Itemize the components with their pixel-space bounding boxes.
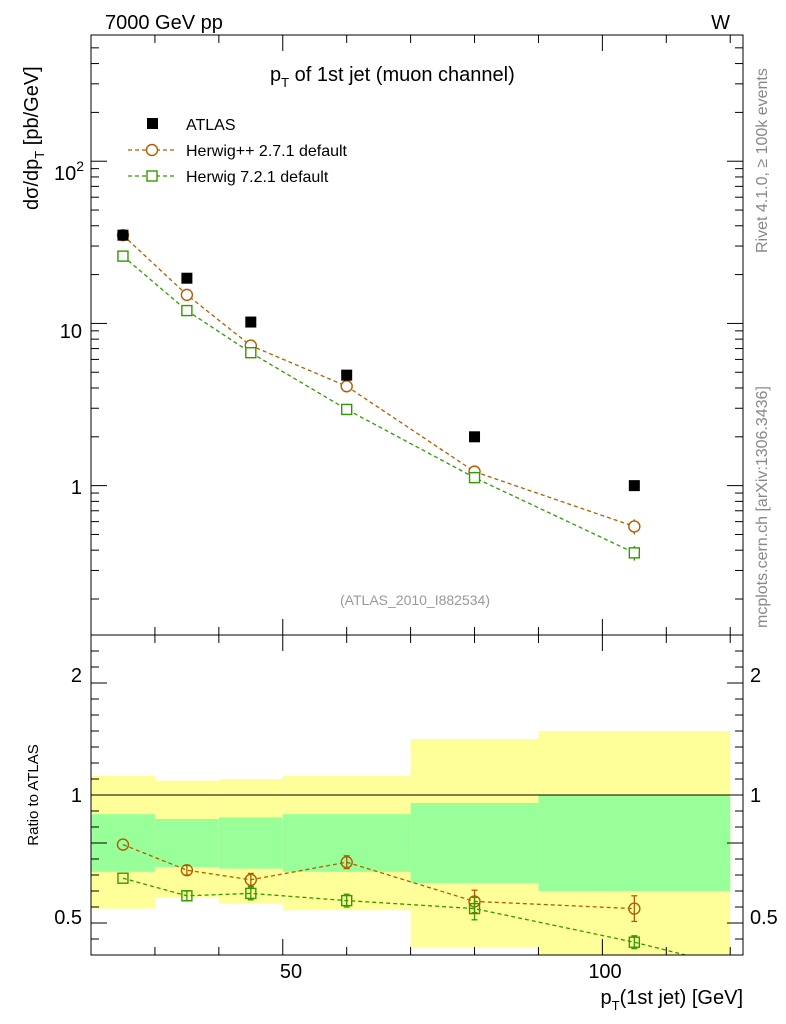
ratio-line-herwigpp bbox=[122, 843, 635, 910]
point-herwigpp bbox=[340, 380, 353, 393]
xtick-label-50: 50 bbox=[280, 961, 302, 983]
ratio-point-herwigpp bbox=[628, 902, 641, 915]
ratio-ytick-label-05-left: 0.5 bbox=[54, 907, 82, 929]
header-right: W bbox=[711, 12, 730, 34]
ytick-label-100: 102 bbox=[54, 158, 84, 185]
ratio-ytick-label-2-left: 2 bbox=[71, 665, 82, 687]
ratio-point-herwig7 bbox=[340, 894, 353, 907]
point-atlas bbox=[341, 369, 353, 381]
point-herwig7 bbox=[468, 471, 481, 484]
point-herwig7 bbox=[181, 304, 193, 317]
ratio-point-herwig7 bbox=[628, 936, 641, 948]
band-inner bbox=[218, 817, 283, 869]
point-atlas bbox=[245, 316, 257, 328]
legend-marker-herwig7 bbox=[146, 170, 158, 182]
series-line-herwig7 bbox=[122, 255, 635, 554]
ratio-frame bbox=[90, 634, 744, 956]
ytick-label-1: 1 bbox=[71, 477, 82, 499]
ratio-point-herwigpp bbox=[116, 838, 130, 851]
ratio-bands bbox=[91, 731, 731, 955]
ratio-point-herwigpp bbox=[340, 856, 353, 869]
ratio-point-herwigpp bbox=[180, 864, 194, 877]
point-atlas bbox=[469, 431, 481, 443]
ratio-ytick-label-1-left: 1 bbox=[71, 785, 82, 807]
legend-marker-atlas bbox=[147, 118, 158, 129]
ratio-curves bbox=[116, 838, 686, 955]
ratio-point-herwig7 bbox=[468, 902, 481, 915]
xtick-label-100: 100 bbox=[588, 961, 621, 983]
point-herwig7 bbox=[340, 403, 353, 416]
point-atlas bbox=[117, 229, 129, 241]
ratio-point-herwig7 bbox=[117, 872, 129, 884]
ratio-ytick-label-05-right: 0.5 bbox=[750, 907, 778, 929]
header-left: 7000 GeV pp bbox=[105, 12, 223, 34]
band-inner bbox=[154, 819, 219, 867]
main-panel: pT of 1st jet (muon channel) dσ/dpT [pb/… bbox=[21, 34, 744, 636]
ratio-ytick-label-2-right: 2 bbox=[750, 665, 761, 687]
ratio-y-label: Ratio to ATLAS bbox=[25, 744, 42, 845]
ratio-panel: Ratio to ATLAS 2 1 0.5 2 1 0.5 50 100 pT… bbox=[25, 634, 778, 1013]
analysis-tag: (ATLAS_2010_I882534) bbox=[340, 592, 490, 608]
main-y-label: dσ/dpT [pb/GeV] bbox=[21, 66, 47, 210]
point-herwig7 bbox=[117, 250, 129, 262]
point-atlas bbox=[628, 480, 640, 492]
point-herwig7 bbox=[245, 347, 257, 359]
ratio-point-herwig7 bbox=[245, 887, 257, 900]
point-herwig7 bbox=[628, 547, 641, 559]
band-inner bbox=[410, 803, 539, 883]
point-herwigpp bbox=[628, 520, 641, 533]
point-herwigpp bbox=[180, 288, 194, 302]
legend-label-herwig7: Herwig 7.2.1 default bbox=[186, 169, 329, 186]
point-atlas bbox=[181, 272, 193, 284]
legend: ATLAS Herwig++ 2.7.1 default Herwig 7.2.… bbox=[128, 117, 348, 186]
band-inner bbox=[538, 795, 731, 891]
ratio-ytick-label-1-right: 1 bbox=[750, 785, 761, 807]
main-ticks bbox=[90, 34, 743, 635]
x-axis-label: pT(1st jet) [GeV] bbox=[601, 987, 743, 1013]
rivet-label: Rivet 4.1.0, ≥ 100k events bbox=[754, 68, 771, 253]
legend-marker-herwigpp bbox=[145, 143, 159, 157]
mcplots-label: mcplots.cern.ch [arXiv:1306.3436] bbox=[754, 386, 771, 628]
legend-label-herwigpp: Herwig++ 2.7.1 default bbox=[186, 143, 348, 160]
ratio-point-herwigpp bbox=[244, 873, 258, 886]
series-line-herwigpp bbox=[122, 234, 635, 528]
ratio-point-herwig7 bbox=[181, 890, 193, 902]
legend-label-atlas: ATLAS bbox=[186, 117, 236, 134]
ytick-label-10: 10 bbox=[60, 321, 82, 343]
main-curves bbox=[116, 228, 641, 561]
main-title: pT of 1st jet (muon channel) bbox=[270, 64, 515, 90]
